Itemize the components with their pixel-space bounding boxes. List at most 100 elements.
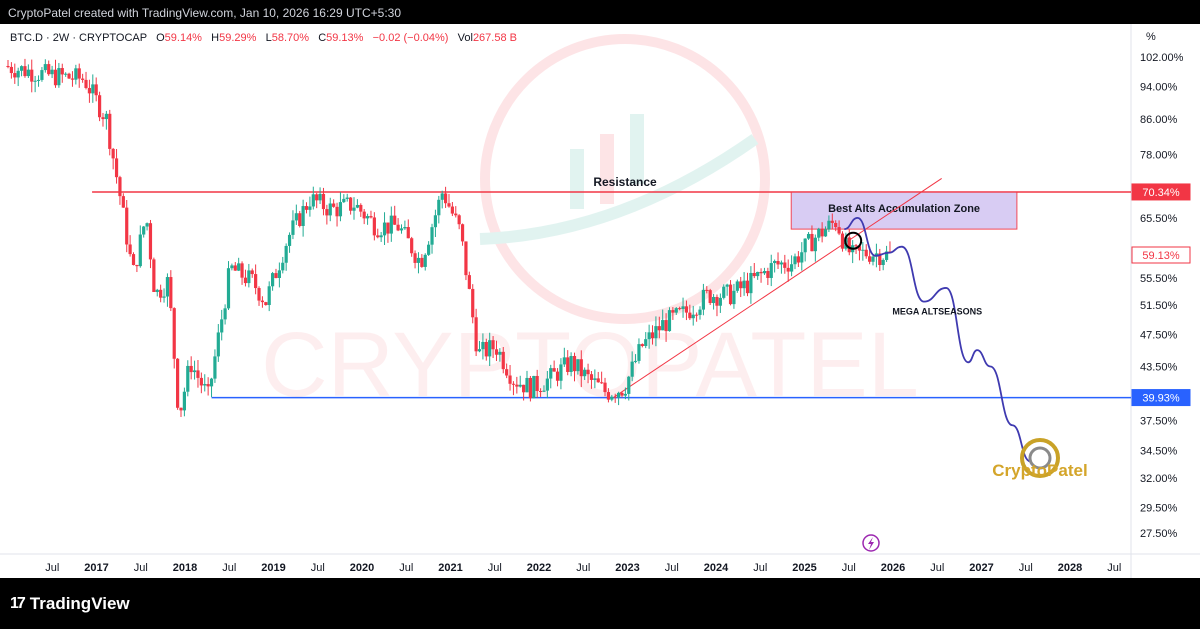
- candle-body: [108, 113, 112, 149]
- candle-body: [718, 297, 722, 306]
- candle-body: [335, 206, 339, 217]
- candle-body: [277, 270, 281, 279]
- price-axis[interactable]: 102.00% 94.00% 86.00% 78.00% 65.50% 55.50% 51.…: [1140, 52, 1184, 540]
- time-tick-label: 2018: [173, 562, 197, 574]
- last-price-tag: 59.13%: [1142, 250, 1180, 262]
- candle-body: [365, 216, 370, 219]
- candle-body: [192, 370, 197, 373]
- candle-body: [179, 407, 183, 411]
- candle-body: [766, 271, 770, 278]
- candle-body: [13, 73, 17, 78]
- candle-body: [284, 245, 288, 263]
- change-value: −0.02 (−0.04%): [372, 32, 449, 44]
- candle-body: [176, 358, 180, 408]
- candle-body: [800, 252, 804, 263]
- candle-body: [674, 308, 678, 313]
- accumulation-zone: Best Alts Accumulation Zone: [790, 191, 1018, 230]
- candle-body: [545, 378, 549, 391]
- candle-body: [403, 227, 407, 229]
- close-value: 59.13%: [326, 32, 364, 44]
- candle-body: [382, 222, 387, 236]
- candle-body: [725, 284, 729, 287]
- candle-body: [881, 259, 885, 265]
- candle-body: [186, 365, 190, 392]
- candle-body: [443, 193, 448, 204]
- candle-body: [722, 286, 726, 298]
- price-tick-label: 102.00%: [1140, 52, 1184, 64]
- candle-body: [131, 254, 136, 266]
- candle-body: [501, 351, 505, 370]
- candle-body: [491, 340, 495, 350]
- candle-body: [148, 223, 153, 260]
- candle-body: [698, 309, 702, 315]
- candle-body: [43, 64, 47, 71]
- candle-body: [515, 384, 519, 387]
- candle-body: [155, 289, 159, 293]
- candle-body: [304, 206, 309, 210]
- candle-body: [600, 382, 604, 384]
- candle-body: [786, 267, 790, 272]
- time-tick-label: Jul: [576, 562, 590, 574]
- candle-body: [352, 207, 356, 211]
- time-tick-label: 2021: [438, 562, 462, 574]
- candle-body: [437, 199, 441, 216]
- candle-body: [311, 194, 315, 207]
- time-axis[interactable]: Jul 2017 Jul 2018 Jul 2019 Jul 2020 Jul 2021 Jul 20…: [45, 562, 1121, 574]
- candle-body: [74, 68, 78, 80]
- candle-body: [711, 296, 716, 304]
- resistance-price-tag-box: [1131, 183, 1191, 201]
- candle-body: [145, 223, 149, 227]
- price-tick-label: 34.50%: [1140, 446, 1178, 458]
- candle-body: [728, 284, 733, 305]
- candle-body: [498, 351, 502, 355]
- candle-body: [884, 251, 889, 260]
- symbol-name[interactable]: BTC.D · 2W · CRYPTOCAP: [10, 32, 147, 44]
- candle-body: [532, 375, 536, 399]
- chart-caption: CryptoPatel created with TradingView.com…: [8, 6, 402, 20]
- candle-body: [586, 369, 590, 375]
- candle-body: [70, 78, 75, 80]
- candle-body: [406, 227, 410, 239]
- candle-body: [423, 254, 427, 267]
- candle-body: [447, 203, 451, 207]
- lightning-icon[interactable]: [862, 534, 880, 552]
- candle-body: [321, 193, 326, 210]
- candle-body: [555, 371, 560, 381]
- candle-body: [820, 228, 824, 237]
- price-chart[interactable]: CRYPTOPATEL % 102.00% 94.00% 86.00% 78.00% 6…: [0, 24, 1200, 578]
- candle-body: [735, 281, 739, 291]
- time-tick-label: Jul: [45, 562, 59, 574]
- candle-body: [650, 332, 655, 339]
- candle-body: [494, 349, 499, 355]
- candle-body: [613, 396, 617, 398]
- time-tick-label: 2019: [261, 562, 285, 574]
- candle-body: [203, 384, 207, 386]
- time-tick-label: Jul: [488, 562, 502, 574]
- candle-body: [789, 264, 794, 272]
- candle-body: [732, 290, 736, 305]
- candle-body: [633, 360, 638, 362]
- candle-body: [464, 241, 468, 276]
- candle-body: [84, 79, 88, 88]
- candle-body: [749, 272, 753, 294]
- candle-body: [16, 70, 20, 78]
- candle-body: [837, 227, 841, 234]
- candle-body: [416, 257, 421, 263]
- time-tick-label: Jul: [665, 562, 679, 574]
- time-tick-label: 2028: [1058, 562, 1082, 574]
- time-tick-label: Jul: [134, 562, 148, 574]
- chart-panel[interactable]: BTC.D · 2W · CRYPTOCAP O59.14% H59.29% L…: [0, 24, 1200, 578]
- candle-body: [121, 196, 125, 208]
- candle-body: [379, 235, 383, 238]
- candle-body: [817, 228, 821, 238]
- candle-body: [87, 87, 92, 94]
- support-price-tag: 39.93%: [1142, 393, 1180, 405]
- candle-body: [742, 280, 746, 289]
- candle-body: [362, 211, 366, 219]
- candle-body: [460, 224, 465, 242]
- candle-body: [47, 64, 51, 75]
- candle-body: [640, 344, 644, 346]
- candle-body: [413, 253, 417, 263]
- tradingview-logo[interactable]: 17 TradingView: [10, 594, 130, 614]
- candle-body: [610, 396, 614, 400]
